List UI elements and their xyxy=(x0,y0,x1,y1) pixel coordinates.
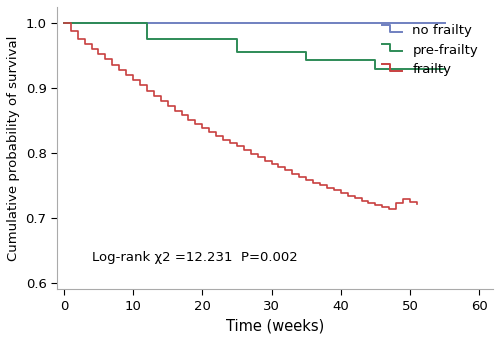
Legend: no frailty, pre-frailty, frailty: no frailty, pre-frailty, frailty xyxy=(378,19,482,80)
Text: Log-rank χ2 =12.231  P=0.002: Log-rank χ2 =12.231 P=0.002 xyxy=(92,252,298,265)
X-axis label: Time (weeks): Time (weeks) xyxy=(226,318,324,333)
Y-axis label: Cumulative probability of survival: Cumulative probability of survival xyxy=(7,35,20,261)
